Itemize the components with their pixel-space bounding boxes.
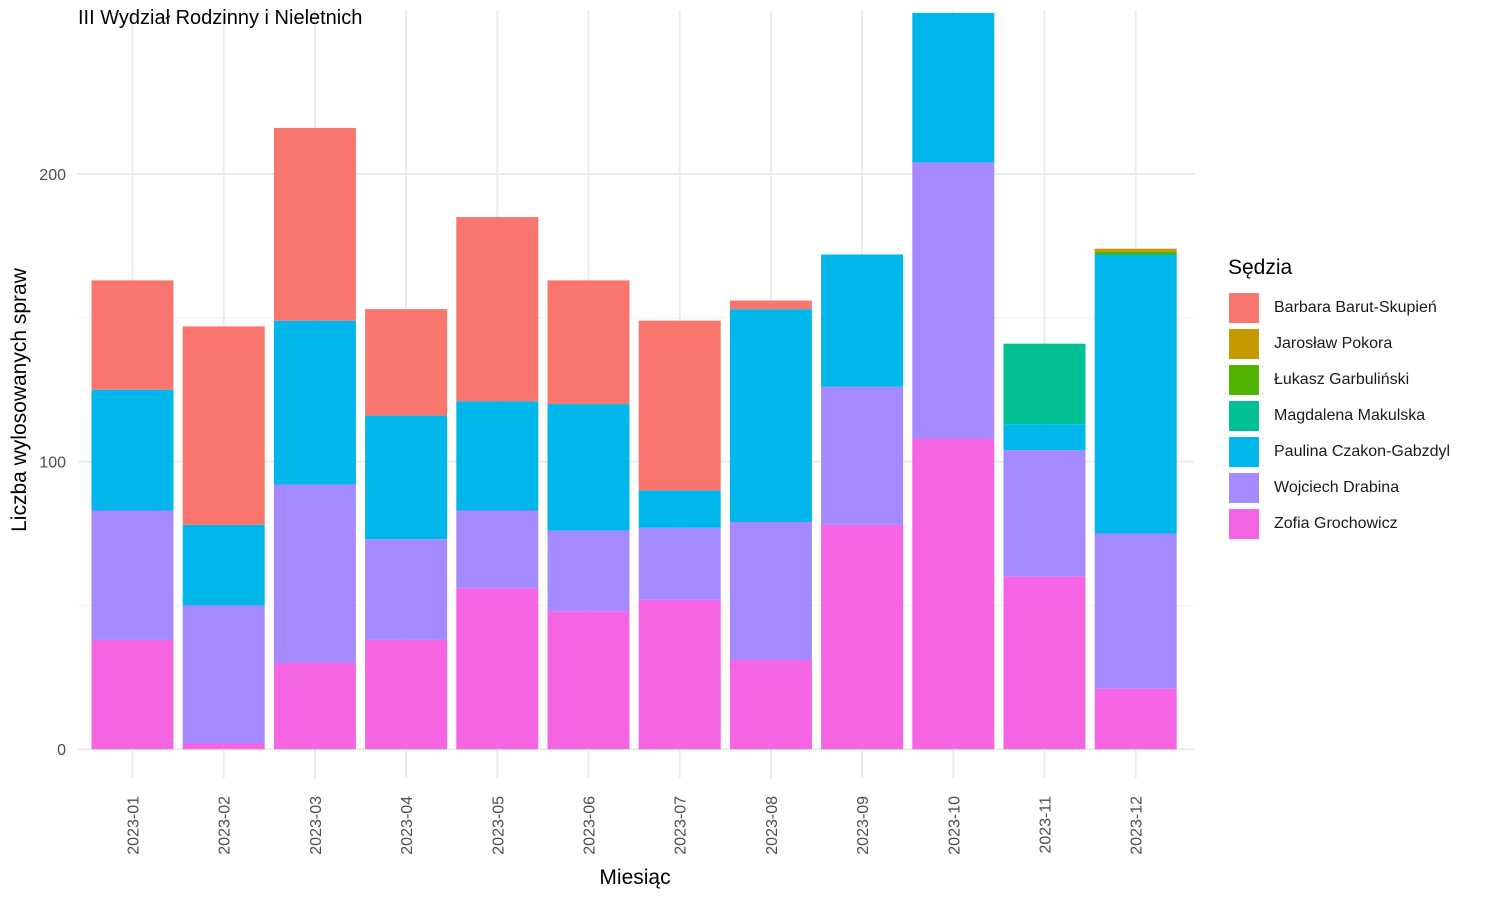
bar-segment xyxy=(365,415,448,540)
x-axis-label: Miesiąc xyxy=(599,866,671,889)
legend-item: Zofia Grochowicz xyxy=(1228,506,1450,542)
legend-title: Sędzia xyxy=(1228,256,1293,279)
bar-segment xyxy=(456,217,539,402)
bar-segment xyxy=(91,510,174,640)
bar-segment xyxy=(1094,248,1177,252)
bar-segment xyxy=(365,309,448,416)
legend: Sędzia Barbara Barut-Skupień Jarosław Pok… xyxy=(1228,256,1450,542)
bar-segment xyxy=(1094,251,1177,255)
legend-key xyxy=(1228,508,1260,540)
legend-label: Wojciech Drabina xyxy=(1274,479,1400,496)
bar-segment xyxy=(547,280,630,405)
bar-segment xyxy=(365,539,448,640)
bar-segment xyxy=(729,522,812,661)
x-tick-label: 2023-06 xyxy=(582,796,599,855)
bar-segment xyxy=(456,510,539,589)
x-tick-label: 2023-07 xyxy=(673,796,690,855)
legend-item: Wojciech Drabina xyxy=(1228,470,1450,506)
y-tick-label: 100 xyxy=(39,455,66,472)
legend-label: Barbara Barut-Skupień xyxy=(1274,299,1437,316)
legend-label: Jarosław Pokora xyxy=(1274,335,1393,352)
bar-segment xyxy=(638,320,721,491)
x-tick-label: 2023-11 xyxy=(1038,796,1055,854)
y-tick-label: 0 xyxy=(57,742,66,759)
bar-segment xyxy=(912,438,995,750)
legend-label: Paulina Czakon-Gabzdyl xyxy=(1274,443,1451,460)
bar-segment xyxy=(729,300,812,310)
bar-segment xyxy=(273,662,356,750)
x-tick-label: 2023-10 xyxy=(946,796,963,855)
bar-segment xyxy=(1094,533,1177,689)
bar-segment xyxy=(91,639,174,750)
legend-item: Paulina Czakon-Gabzdyl xyxy=(1228,434,1450,470)
bar-segment xyxy=(638,490,721,528)
bar-segment xyxy=(273,484,356,663)
bar-segment xyxy=(638,527,721,600)
bar-segment xyxy=(1003,450,1086,577)
legend-item: Magdalena Makulska xyxy=(1228,398,1450,434)
bar-segment xyxy=(182,326,265,525)
bar-segment xyxy=(547,611,630,750)
bar-segment xyxy=(182,605,265,744)
legend-key xyxy=(1228,292,1260,324)
bar-segment xyxy=(182,524,265,606)
bar-segment xyxy=(821,524,904,750)
x-tick-label: 2023-05 xyxy=(490,796,507,855)
bar-segment xyxy=(912,162,995,439)
bar-segment xyxy=(1003,424,1086,451)
x-tick-label: 2023-03 xyxy=(308,796,325,855)
bar-segment xyxy=(91,280,174,390)
bar-segment xyxy=(273,320,356,485)
bar-segment xyxy=(547,404,630,531)
bar-segment xyxy=(273,127,356,321)
legend-label: Łukasz Garbuliński xyxy=(1274,371,1410,388)
y-axis-label: Liczba wylosowanych spraw xyxy=(8,268,31,532)
bar-segment xyxy=(91,389,174,511)
bar-segment xyxy=(1003,576,1086,750)
chart-title: III Wydział Rodzinny i Nieletnich xyxy=(78,7,363,29)
bar-segment xyxy=(1094,688,1177,750)
x-tick-label: 2023-02 xyxy=(217,796,234,855)
legend-items: Barbara Barut-Skupień Jarosław Pokora Łuka… xyxy=(1228,290,1450,542)
bar-segment xyxy=(729,309,812,522)
legend-item: Łukasz Garbuliński xyxy=(1228,362,1450,398)
legend-label: Magdalena Makulska xyxy=(1274,407,1426,424)
legend-item: Jarosław Pokora xyxy=(1228,326,1450,362)
legend-key xyxy=(1228,436,1260,468)
bar-segment xyxy=(1094,254,1177,534)
legend-key xyxy=(1228,472,1260,504)
bar-segment xyxy=(182,743,265,750)
bar-segment xyxy=(912,12,995,163)
bar-segment xyxy=(547,530,630,612)
x-tick-label: 2023-04 xyxy=(399,796,416,855)
x-tick-label: 2023-08 xyxy=(764,796,781,855)
bar-segment xyxy=(1003,343,1086,425)
bar-segment xyxy=(456,401,539,511)
bar-segment xyxy=(729,660,812,750)
bar-segment xyxy=(821,386,904,525)
legend-item: Barbara Barut-Skupień xyxy=(1228,290,1450,326)
bar-segment xyxy=(638,599,721,750)
bar-segment xyxy=(365,639,448,750)
x-tick-label: 2023-09 xyxy=(855,796,872,855)
legend-key xyxy=(1228,364,1260,396)
bar-segment xyxy=(821,254,904,387)
x-tick-label: 2023-12 xyxy=(1129,796,1146,855)
legend-key xyxy=(1228,400,1260,432)
y-tick-label: 200 xyxy=(39,167,66,184)
legend-key xyxy=(1228,328,1260,360)
bar-segment xyxy=(456,588,539,750)
legend-label: Zofia Grochowicz xyxy=(1274,515,1398,532)
x-tick-label: 2023-01 xyxy=(126,796,143,855)
